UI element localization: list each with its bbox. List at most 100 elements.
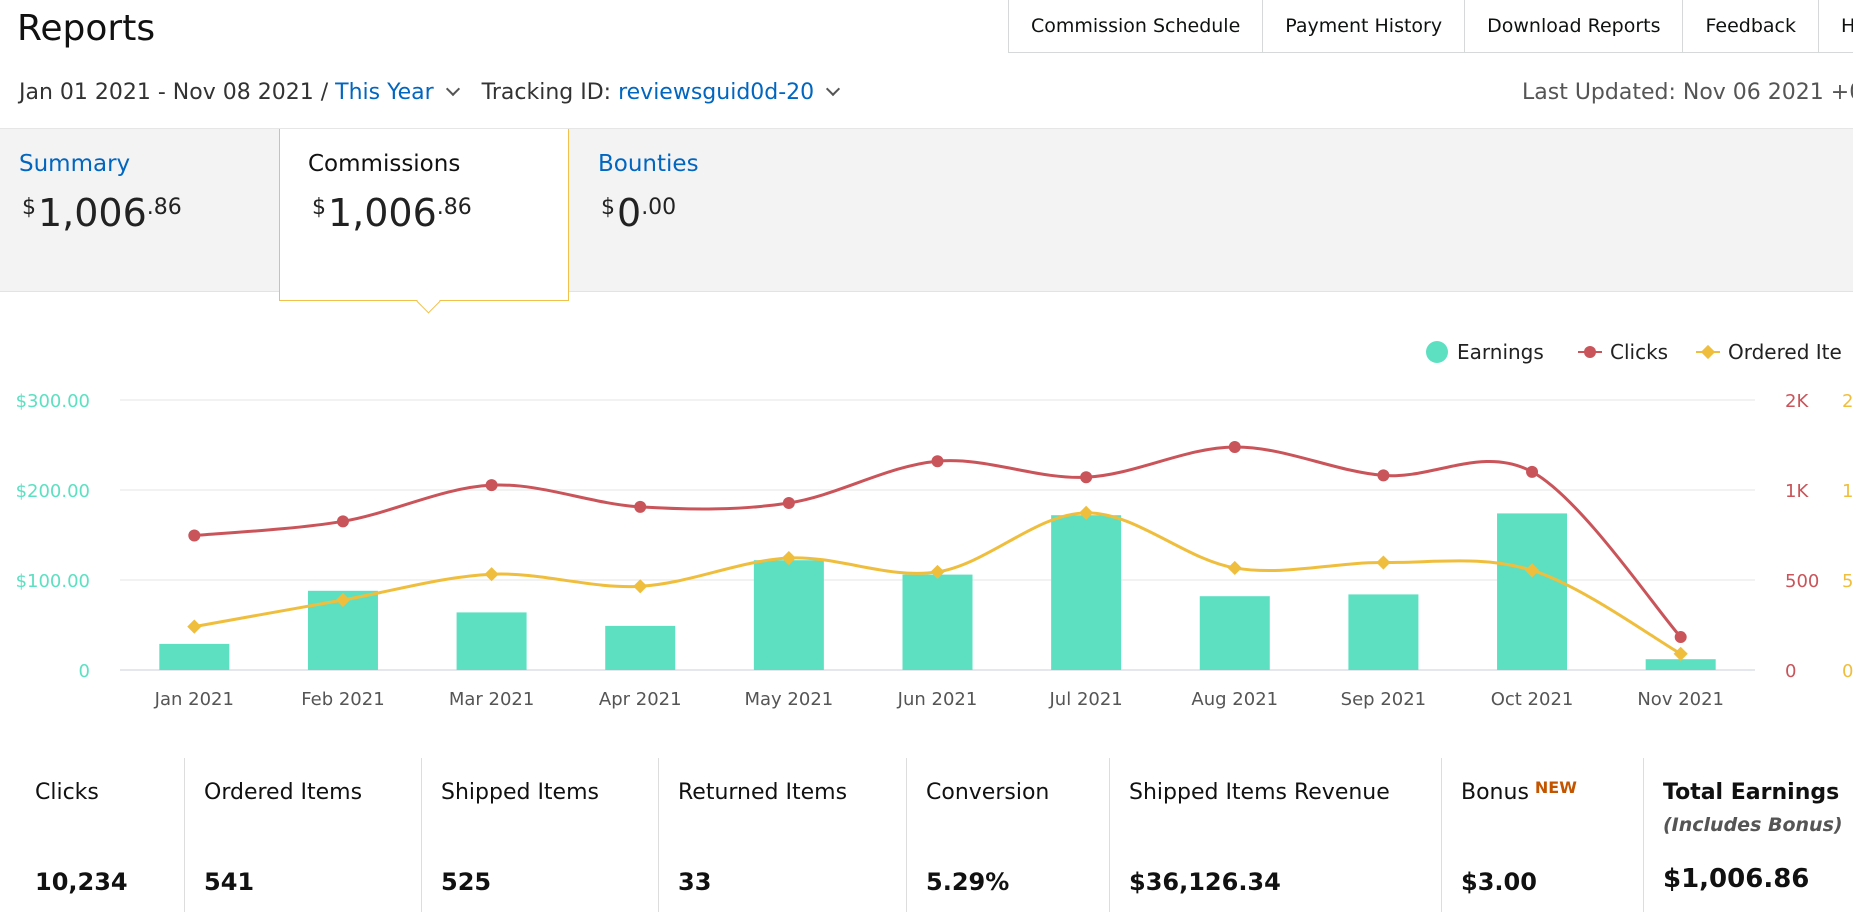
ordered-items-point[interactable] — [187, 619, 202, 634]
x-axis-tick: Sep 2021 — [1341, 689, 1426, 710]
right-axis-tick-2: 2K — [1842, 391, 1853, 412]
x-axis-tick: Jun 2021 — [897, 689, 978, 710]
left-axis-tick: $100.00 — [16, 571, 90, 592]
clicks-point[interactable] — [931, 455, 944, 468]
stat-shipped-items: Shipped Items 525 — [421, 758, 658, 912]
earnings-bar[interactable] — [159, 643, 230, 670]
earnings-bar[interactable] — [1348, 594, 1419, 670]
filter-row: Jan 01 2021 - Nov 08 2021 / This Year Tr… — [19, 80, 850, 105]
legend-earnings-marker — [1426, 341, 1448, 363]
right-axis-tick: 0 — [1785, 661, 1796, 682]
tab-download-reports[interactable]: Download Reports — [1465, 0, 1684, 52]
tab-payment-history[interactable]: Payment History — [1263, 0, 1466, 52]
tab-bounties[interactable]: Bounties $0.00 — [579, 129, 859, 291]
clicks-point[interactable] — [188, 529, 201, 542]
legend-entry[interactable]: Ordered Ite — [1728, 340, 1842, 364]
ordered-items-point[interactable] — [781, 550, 796, 566]
right-axis-tick-2: 1K — [1842, 481, 1853, 502]
top-nav: Commission Schedule Payment History Down… — [1008, 0, 1853, 53]
earnings-bar[interactable] — [1051, 515, 1122, 670]
stat-label: Shipped Items Revenue — [1129, 780, 1390, 805]
ordered-items-point[interactable] — [1673, 646, 1688, 661]
ordered-items-point[interactable] — [484, 567, 499, 582]
summary-label[interactable]: Summary — [19, 151, 131, 177]
stat-value: 541 — [204, 868, 255, 896]
last-updated: Last Updated: Nov 06 2021 +00 — [1522, 80, 1853, 105]
stat-label: Clicks — [35, 780, 99, 805]
period-dropdown[interactable]: This Year — [335, 80, 434, 105]
tab-help[interactable]: H — [1819, 0, 1853, 52]
bounties-label[interactable]: Bounties — [598, 151, 699, 177]
chevron-down-icon[interactable] — [826, 81, 841, 96]
tab-commission-schedule[interactable]: Commission Schedule — [1009, 0, 1264, 52]
earnings-bar[interactable] — [456, 612, 527, 670]
legend-marker — [1584, 346, 1596, 358]
tab-summary[interactable]: Summary $1,006.86 — [0, 129, 279, 291]
stat-label: Total Earnings — [1663, 780, 1840, 805]
clicks-point[interactable] — [485, 479, 498, 492]
earnings-bar[interactable] — [605, 625, 676, 670]
chart-axes: 0 $100.00 $200.00 $300.00 0 0 500 500 1K 1K 2K 2K Ja… — [16, 391, 1853, 710]
clicks-point[interactable] — [1674, 631, 1687, 644]
clicks-point[interactable] — [1526, 465, 1539, 478]
bounties-amount: $0.00 — [601, 191, 677, 235]
ordered-items-point[interactable] — [335, 592, 351, 608]
stat-value: $3.00 — [1461, 868, 1537, 896]
clicks-point[interactable] — [1228, 440, 1241, 453]
ordered-items-point[interactable] — [1079, 505, 1094, 520]
clicks-point[interactable] — [782, 496, 795, 509]
stat-ordered-items: Ordered Items 541 — [184, 758, 421, 912]
stat-value: 525 — [441, 868, 492, 896]
x-axis-tick: Aug 2021 — [1191, 689, 1278, 710]
x-axis-tick: Jul 2021 — [1049, 689, 1123, 710]
legend-marker — [1700, 344, 1716, 360]
earnings-bar[interactable] — [1497, 513, 1568, 670]
x-axis-tick: Apr 2021 — [599, 689, 682, 710]
tab-feedback[interactable]: Feedback — [1683, 0, 1819, 52]
clicks-point[interactable] — [1377, 469, 1390, 482]
legend-entry[interactable]: Clicks — [1610, 340, 1668, 364]
right-axis-tick-2: 0 — [1842, 661, 1853, 682]
x-axis-tick: Feb 2021 — [301, 689, 384, 710]
clicks-point[interactable] — [634, 500, 647, 513]
stat-value: 5.29% — [926, 868, 1010, 896]
stat-value: $1,006.86 — [1663, 864, 1810, 894]
stat-conversion: Conversion 5.29% — [906, 758, 1109, 912]
stat-total-earnings: Total Earnings (Includes Bonus) $1,006.86 — [1643, 758, 1853, 912]
ordered-items-point[interactable] — [1227, 560, 1242, 576]
stat-returned-items: Returned Items 33 — [658, 758, 906, 912]
left-axis-tick: $300.00 — [16, 391, 90, 412]
earnings-bars — [159, 513, 1716, 670]
tab-commissions[interactable]: Commissions $1,006.86 — [279, 129, 569, 314]
legend-entry[interactable]: Earnings — [1457, 340, 1544, 364]
stats-row: Clicks 10,234 Ordered Items 541 Shipped Item… — [0, 758, 1853, 912]
stat-shipped-items-revenue: Shipped Items Revenue $36,126.34 — [1109, 758, 1441, 912]
x-axis-tick: Jan 2021 — [154, 689, 234, 710]
tracking-id-dropdown[interactable]: reviewsguid0d-20 — [618, 80, 815, 105]
stat-label: Conversion — [926, 780, 1050, 805]
ordered-items-point[interactable] — [1524, 563, 1540, 578]
x-axis-tick: May 2021 — [744, 689, 833, 710]
stat-clicks: Clicks 10,234 — [0, 758, 184, 912]
earnings-bar[interactable] — [902, 574, 973, 670]
clicks-point[interactable] — [336, 515, 349, 528]
chart-legend: Earnings Clicks Ordered Ite — [1426, 340, 1842, 364]
ordered-items-point[interactable] — [930, 564, 945, 579]
stat-value: 33 — [678, 868, 712, 896]
x-axis-tick: Mar 2021 — [449, 689, 535, 710]
earnings-bar[interactable] — [1645, 659, 1716, 670]
stat-bonus: Bonus NEW $3.00 — [1441, 758, 1643, 912]
earnings-bar[interactable] — [1199, 596, 1270, 670]
x-axis-tick: Nov 2021 — [1637, 689, 1724, 710]
chevron-down-icon[interactable] — [445, 81, 460, 96]
ordered-items-point[interactable] — [633, 579, 648, 594]
new-badge: NEW — [1534, 778, 1577, 797]
clicks-point[interactable] — [1080, 471, 1093, 484]
stat-label: Bonus NEW — [1461, 778, 1577, 805]
right-axis-tick: 500 — [1785, 571, 1819, 592]
earnings-bar[interactable] — [753, 560, 824, 670]
right-axis-tick: 2K — [1785, 391, 1809, 412]
ordered-items-point[interactable] — [1376, 555, 1391, 570]
stat-label: Ordered Items — [204, 780, 363, 805]
selected-tab-arrow — [416, 289, 441, 314]
